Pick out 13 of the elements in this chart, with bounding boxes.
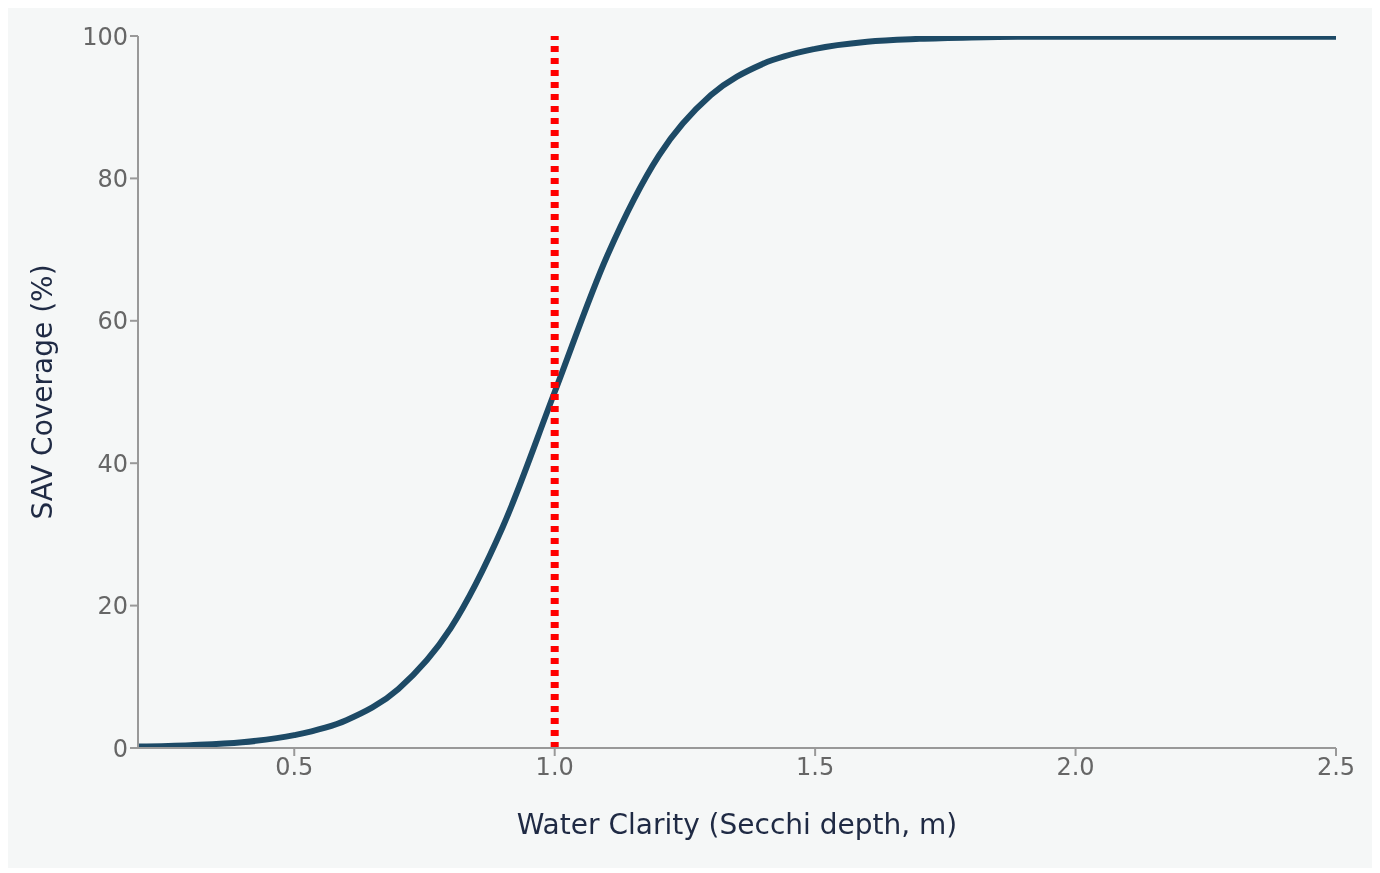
x-tick-label: 2.5 [1316,753,1356,782]
x-tick-label: 2.0 [1056,753,1095,782]
y-tick-label: 60 [97,307,128,336]
y-tick-label: 40 [97,449,128,478]
y-tick-label: 80 [97,164,128,193]
y-axis-title: SAV Coverage (%) [25,264,59,520]
x-tick-label: 1.0 [535,753,574,782]
y-tick-label: 0 [112,734,128,763]
y-tick-label: 20 [97,592,128,621]
x-axis-title: Water Clarity (Secchi depth, m) [516,808,958,841]
x-tick-label: 1.5 [796,753,835,782]
x-tick-label: 0.5 [275,753,314,782]
y-tick-label: 100 [82,22,128,51]
